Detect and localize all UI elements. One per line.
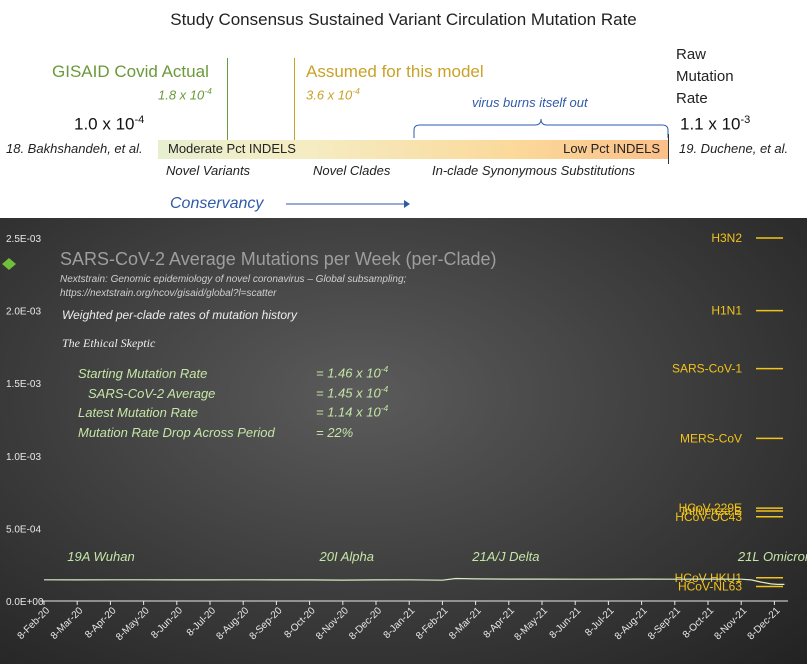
mutation-rate-scale: Study Consensus Sustained Variant Circul… bbox=[0, 0, 807, 218]
chart-credit: The Ethical Skeptic bbox=[62, 336, 156, 350]
reference-label: H1N1 bbox=[711, 304, 742, 318]
x-tick-label: 8-May-20 bbox=[114, 605, 152, 643]
x-tick-label: 8-Jan-21 bbox=[382, 605, 418, 641]
chart-subtitle: Weighted per-clade rates of mutation his… bbox=[62, 308, 298, 322]
gisaid-value: 1.8 x 10-4 bbox=[158, 86, 212, 103]
x-tick-label: 8-Mar-20 bbox=[49, 605, 86, 642]
x-tick-label: 8-Dec-20 bbox=[347, 605, 384, 642]
x-tick-label: 8-Nov-21 bbox=[712, 605, 749, 642]
raw-rate-label: Raw Mutation Rate bbox=[676, 46, 734, 107]
assumed-marker bbox=[294, 58, 295, 142]
source-line-2: https://nextstrain.org/ncov/gisaid/globa… bbox=[60, 288, 277, 299]
latest-rate-label: Latest Mutation Rate bbox=[78, 405, 198, 420]
clade-label: 21L Omicron bbox=[737, 549, 807, 564]
rate-gradient-bar: Moderate Pct INDELS Low Pct INDELS bbox=[158, 140, 668, 159]
x-tick-label: 8-Aug-20 bbox=[214, 605, 251, 642]
y-tick-label: 2.0E-03 bbox=[6, 307, 41, 318]
source-line-1: Nextstrain: Genomic epidemiology of nove… bbox=[60, 274, 407, 285]
novel-variants-label: Novel Variants bbox=[166, 163, 251, 178]
rate-drop-label: Mutation Rate Drop Across Period bbox=[78, 425, 275, 440]
clade-label: 20I Alpha bbox=[319, 549, 374, 564]
y-tick-label: 2.5E-03 bbox=[6, 234, 41, 245]
y-tick-label: 5.0E-04 bbox=[6, 524, 41, 535]
gisaid-label: GISAID Covid Actual bbox=[52, 62, 209, 81]
starting-rate-value: = 1.46 x 10-4 bbox=[316, 364, 389, 381]
starting-rate-label: Starting Mutation Rate bbox=[78, 366, 208, 381]
reference-label: SARS-CoV-1 bbox=[672, 362, 742, 376]
burn-out-label: virus burns itself out bbox=[472, 95, 588, 110]
reference-label: H3N2 bbox=[711, 231, 742, 245]
start-marker-icon bbox=[2, 258, 16, 270]
reference-label: Influenza B bbox=[682, 504, 742, 518]
reference-label: HCoV-NL63 bbox=[678, 579, 742, 593]
latest-rate-value: = 1.14 x 10-4 bbox=[316, 403, 389, 420]
mutation-chart: 2.5E-03 2.0E-03 1.5E-03 1.0E-03 5.0E-04 0.0E+… bbox=[0, 218, 807, 664]
burn-out-brace bbox=[413, 118, 669, 138]
series-line bbox=[43, 577, 785, 585]
reference-label: HCoV-OC43 bbox=[675, 510, 742, 524]
x-tick-label: 8-Mar-21 bbox=[447, 605, 484, 642]
x-tick-label: 8-Jul-21 bbox=[583, 605, 617, 639]
x-tick-label: 8-Sep-20 bbox=[248, 605, 285, 642]
clade-label: 21A/J Delta bbox=[471, 549, 539, 564]
x-tick-label: 8-Sep-21 bbox=[646, 605, 683, 642]
x-tick-label: 8-Jul-20 bbox=[185, 605, 219, 639]
chart-title: SARS-CoV-2 Average Mutations per Week (p… bbox=[60, 249, 497, 269]
lower-bound-rate: 1.0 x 10-4 bbox=[74, 114, 145, 134]
clade-label: 19A Wuhan bbox=[67, 549, 134, 564]
upper-bound-rate: 1.1 x 10-3 bbox=[680, 114, 751, 134]
bar-left-label: Moderate Pct INDELS bbox=[168, 141, 296, 156]
y-tick-label: 0.0E+00 bbox=[6, 597, 44, 608]
x-tick-label: 8-Oct-21 bbox=[681, 605, 717, 641]
gisaid-marker bbox=[227, 58, 228, 142]
x-tick-label: 8-Feb-21 bbox=[414, 605, 451, 642]
assumed-value: 3.6 x 10-4 bbox=[306, 86, 360, 103]
reference-label: MERS-CoV bbox=[680, 431, 742, 445]
x-tick-label: 8-Aug-21 bbox=[613, 605, 650, 642]
x-tick-label: 8-Jun-20 bbox=[149, 605, 185, 641]
average-rate-label: SARS-CoV-2 Average bbox=[88, 386, 216, 401]
conservancy-label: Conservancy bbox=[170, 195, 264, 212]
average-rate-value: = 1.45 x 10-4 bbox=[316, 384, 389, 401]
y-tick-label: 1.5E-03 bbox=[6, 379, 41, 390]
synonymous-substitutions-label: In-clade Synonymous Substitutions bbox=[432, 163, 636, 178]
right-reference: 19. Duchene, et al. bbox=[679, 141, 789, 156]
reference-label: HCoV-HKU1 bbox=[675, 571, 743, 585]
x-tick-label: 8-Oct-20 bbox=[282, 605, 318, 641]
left-reference: 18. Bakhshandeh, et al. bbox=[6, 141, 143, 156]
x-tick-label: 8-Nov-20 bbox=[314, 605, 351, 642]
scale-title: Study Consensus Sustained Variant Circul… bbox=[170, 10, 637, 29]
conservancy-arrow bbox=[286, 200, 410, 208]
y-tick-label: 1.0E-03 bbox=[6, 452, 41, 463]
x-tick-label: 8-Jun-21 bbox=[548, 605, 584, 641]
x-tick-label: 8-Feb-20 bbox=[16, 605, 53, 642]
reference-label: HCoV-229E bbox=[679, 501, 742, 515]
rate-drop-value: = 22% bbox=[316, 425, 354, 440]
bar-right-tick bbox=[668, 134, 669, 164]
mutation-chart-plot: 2.5E-03 2.0E-03 1.5E-03 1.0E-03 5.0E-04 0.0E+… bbox=[2, 231, 807, 643]
x-tick-label: 8-May-21 bbox=[512, 605, 550, 643]
assumed-label: Assumed for this model bbox=[306, 62, 484, 81]
bar-right-label: Low Pct INDELS bbox=[563, 141, 660, 156]
x-tick-label: 8-Dec-21 bbox=[746, 605, 783, 642]
novel-clades-label: Novel Clades bbox=[313, 163, 391, 178]
